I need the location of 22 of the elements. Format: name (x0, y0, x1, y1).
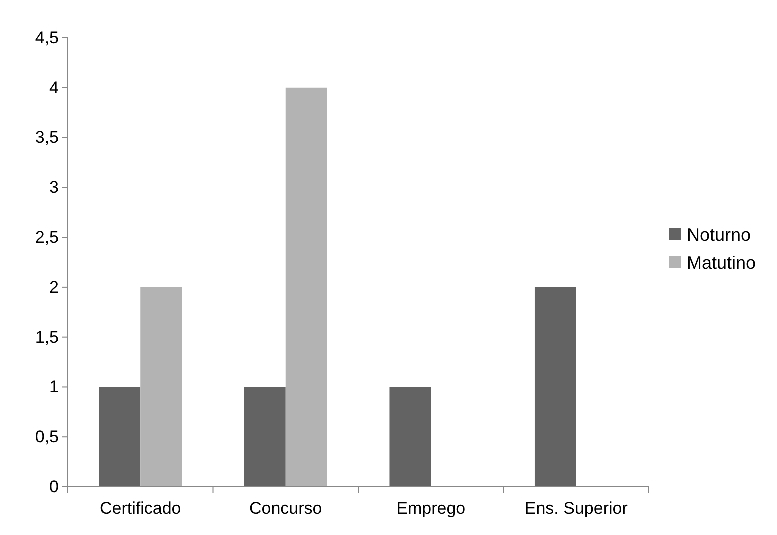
legend-label: Matutino (687, 252, 756, 273)
y-tick-label: 2,5 (35, 228, 59, 247)
x-tick-label: Concurso (249, 498, 322, 518)
y-tick-label: 4 (50, 78, 59, 98)
y-tick-label: 0 (50, 477, 59, 496)
y-tick-label: 3 (50, 178, 59, 198)
x-tick-label: Certificado (100, 498, 182, 518)
y-tick-label: 2 (50, 278, 59, 297)
y-tick-label: 0,5 (35, 428, 59, 447)
bar (99, 387, 141, 487)
y-tick-label: 4,5 (35, 28, 59, 48)
y-tick-label: 1 (50, 378, 59, 397)
bar (286, 88, 328, 487)
bar (140, 287, 182, 487)
legend-label: Noturno (687, 224, 752, 245)
x-tick-label: Ens. Superior (524, 498, 628, 518)
x-tick-label: Emprego (396, 498, 466, 518)
y-tick-label: 1,5 (35, 328, 59, 347)
bar (390, 387, 432, 487)
bar (534, 287, 576, 487)
bar (244, 387, 286, 487)
y-tick-label: 3,5 (35, 128, 59, 148)
